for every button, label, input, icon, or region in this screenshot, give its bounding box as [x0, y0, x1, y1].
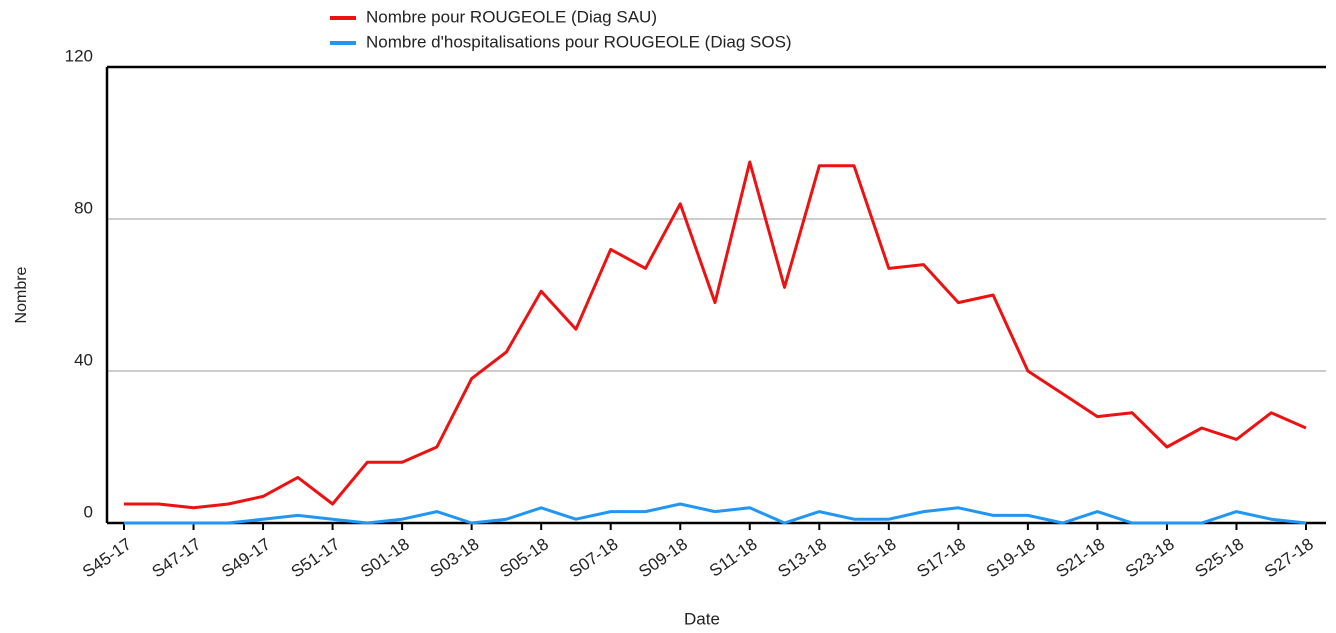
x-tick-label: S51-17	[288, 534, 344, 581]
x-axis-label: Date	[684, 609, 720, 628]
y-tick-label: 0	[84, 502, 93, 521]
x-tick-label: S45-17	[79, 534, 135, 581]
legend-label: Nombre pour ROUGEOLE (Diag SAU)	[366, 7, 657, 26]
x-tick-label: S21-18	[1052, 534, 1108, 581]
legend-label: Nombre d'hospitalisations pour ROUGEOLE …	[366, 32, 792, 51]
y-tick-label: 120	[65, 46, 93, 65]
y-axis-label: Nombre	[13, 266, 30, 323]
x-tick-label: S27-18	[1261, 534, 1317, 581]
x-tick-label: S11-18	[706, 534, 761, 580]
y-tick-label: 40	[74, 350, 93, 369]
x-tick-label: S15-18	[844, 534, 900, 581]
x-tick-label: S05-18	[496, 534, 552, 581]
x-tick-label: S49-17	[218, 534, 274, 581]
x-tick-label: S19-18	[983, 534, 1039, 581]
x-tick-label: S03-18	[427, 534, 483, 581]
x-tick-label: S13-18	[774, 534, 830, 581]
y-tick-label: 80	[74, 198, 93, 217]
x-tick-label: S07-18	[566, 534, 622, 581]
x-tick-label: S09-18	[635, 534, 691, 581]
x-tick-label: S23-18	[1122, 534, 1178, 581]
x-tick-label: S17-18	[913, 534, 969, 581]
x-tick-label: S25-18	[1192, 534, 1248, 581]
x-tick-label: S47-17	[149, 534, 205, 581]
series-line	[124, 502, 1307, 525]
x-tick-label: S01-18	[357, 534, 413, 581]
series-line	[124, 160, 1307, 510]
